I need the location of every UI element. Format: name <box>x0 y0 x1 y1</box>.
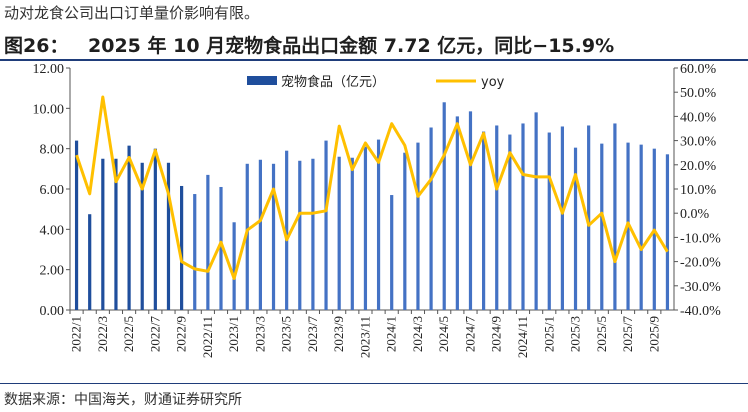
bar <box>232 222 236 310</box>
x-tick-label: 2024/1 <box>384 316 399 352</box>
x-tick-label: 2023/9 <box>331 316 346 352</box>
bar <box>74 140 79 310</box>
source-rule <box>0 383 748 384</box>
bar <box>206 174 210 310</box>
legend-bar-label: 宠物食品（亿元） <box>281 74 385 90</box>
yoy-line <box>75 95 669 280</box>
bar <box>166 162 171 310</box>
bar <box>245 163 249 310</box>
bar <box>219 186 223 310</box>
bar <box>600 143 604 310</box>
left-tick-label: 8.00 <box>40 143 65 158</box>
bar <box>534 112 538 310</box>
left-tick-label: 4.00 <box>40 223 65 238</box>
x-tick-label: 2024/5 <box>436 316 451 352</box>
x-tick-label: 2025/7 <box>620 316 635 353</box>
left-tick-label: 10.00 <box>33 102 65 117</box>
bar <box>337 156 341 310</box>
x-tick-label: 2023/7 <box>305 316 320 353</box>
intro-note: 动对龙食公司出口订单量价影响有限。 <box>4 4 260 22</box>
bar <box>390 195 394 310</box>
bar <box>560 126 564 310</box>
title-rule <box>0 59 748 61</box>
bar <box>285 150 289 310</box>
bar <box>88 214 92 310</box>
x-tick-label: 2023/5 <box>279 316 294 352</box>
x-tick-label: 2022/7 <box>147 316 162 353</box>
x-tick-label: 2023/3 <box>252 316 267 352</box>
bar <box>508 134 512 310</box>
bar <box>442 102 446 311</box>
bar <box>613 123 617 310</box>
bar <box>639 144 643 310</box>
bar <box>324 140 328 310</box>
x-tick-label: 2022/5 <box>121 316 136 352</box>
right-tick-label: 20.0% <box>680 159 717 174</box>
bar <box>468 111 473 310</box>
bar <box>573 147 578 310</box>
x-tick-label: 2022/9 <box>174 316 189 352</box>
bar <box>429 127 433 310</box>
right-tick-label: 40.0% <box>680 110 717 125</box>
bar <box>521 123 525 310</box>
x-tick-label: 2024/11 <box>515 316 530 358</box>
x-tick-label: 2022/3 <box>95 316 110 352</box>
bar <box>665 154 670 310</box>
bar <box>193 194 197 310</box>
figure-title-text: 2025 年 10 月宠物食品出口金额 7.72 亿元，同比−15.9% <box>88 35 615 57</box>
bar <box>127 145 131 310</box>
x-tick-label: 2023/11 <box>357 316 372 358</box>
left-tick-label: 12.00 <box>33 62 65 77</box>
bar <box>258 159 262 310</box>
figure-title: 图26： 2025 年 10 月宠物食品出口金额 7.72 亿元，同比−15.9% <box>4 31 614 58</box>
bar <box>180 185 184 310</box>
figure-label: 图26： <box>4 35 69 57</box>
x-tick-label: 2025/5 <box>594 316 609 352</box>
bar <box>403 152 407 310</box>
x-tick-label: 2022/1 <box>69 316 84 352</box>
left-tick-label: 0.00 <box>40 304 65 319</box>
bar <box>101 158 105 310</box>
right-tick-label: -30.0% <box>680 280 721 295</box>
right-tick-label: 50.0% <box>680 86 717 101</box>
x-tick-label: 2025/9 <box>646 316 661 352</box>
right-tick-label: -40.0% <box>680 304 721 319</box>
bar <box>455 116 459 311</box>
bar <box>140 162 144 310</box>
bar <box>311 158 315 310</box>
x-tick-label: 2022/11 <box>200 316 215 358</box>
legend-bar-swatch <box>247 76 277 85</box>
bar <box>271 163 276 310</box>
bar <box>114 158 118 310</box>
bar <box>482 131 486 310</box>
bar <box>416 142 420 310</box>
bar <box>298 160 302 310</box>
bar <box>153 148 157 310</box>
left-tick-label: 2.00 <box>40 264 65 279</box>
right-tick-label: 10.0% <box>680 183 717 198</box>
bar <box>376 139 381 310</box>
right-tick-label: 0.0% <box>680 207 710 222</box>
x-tick-label: 2024/3 <box>410 316 425 352</box>
bar <box>350 157 354 310</box>
bar <box>587 125 591 310</box>
bar <box>547 132 551 310</box>
right-tick-label: 60.0% <box>680 62 717 77</box>
x-tick-label: 2023/1 <box>226 316 241 352</box>
bar <box>495 125 499 310</box>
left-tick-label: 6.00 <box>40 183 65 198</box>
right-tick-label: -10.0% <box>680 231 721 246</box>
right-tick-label: 30.0% <box>680 135 717 150</box>
x-tick-label: 2025/3 <box>568 316 583 352</box>
x-tick-label: 2025/1 <box>541 316 556 352</box>
right-tick-label: -20.0% <box>680 256 721 271</box>
data-source: 数据来源：中国海关，财通证券研究所 <box>4 392 242 408</box>
bar <box>363 146 368 310</box>
x-tick-label: 2024/9 <box>489 316 504 352</box>
x-tick-label: 2024/7 <box>462 316 477 353</box>
legend-line-label: yoy <box>481 75 505 90</box>
